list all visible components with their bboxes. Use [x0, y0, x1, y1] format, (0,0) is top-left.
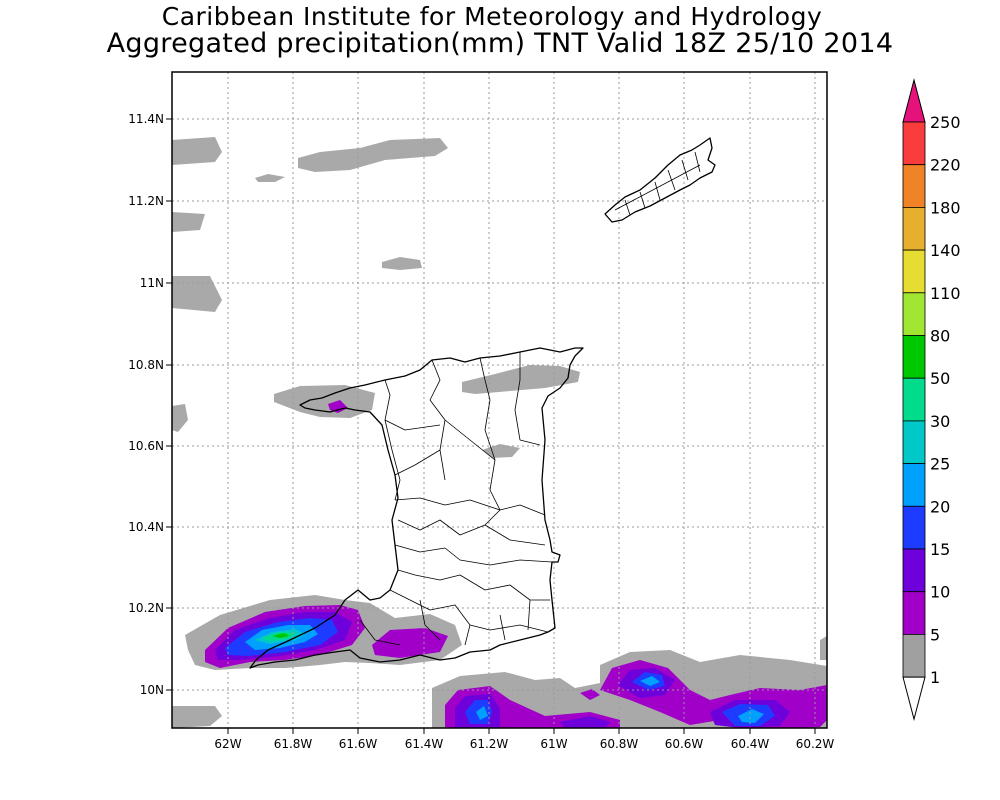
- map-frame: [171, 71, 828, 729]
- coastlines: [249, 137, 716, 669]
- lat-label: 10.2N: [128, 601, 164, 615]
- colorbar-label: 50: [930, 369, 950, 388]
- colorbar-swatch: [902, 121, 926, 166]
- title-institute: Caribbean Institute for Meteorology and …: [161, 2, 823, 31]
- precip-green-core: [272, 633, 290, 638]
- lon-label: 61W: [540, 737, 567, 751]
- map-panel: 11.4N 11.2N 11N 10.8N 10.6N 10.4N 10.2N 10N 62W…: [128, 71, 834, 751]
- colorbar-swatch: [902, 463, 926, 507]
- lat-label: 10.6N: [128, 439, 164, 453]
- colorbar-label: 180: [930, 198, 961, 217]
- precip-lightblue-south: [476, 706, 488, 720]
- precip-lightblue-se1: [640, 676, 660, 686]
- colorbar-label: 15: [930, 540, 950, 559]
- lat-label: 10.8N: [128, 358, 164, 372]
- trinidad-admin-boundaries: [359, 352, 553, 646]
- lon-label: 61.6W: [339, 737, 378, 751]
- precip-gray-nwpen: [274, 385, 375, 418]
- precip-gray-west: [172, 212, 205, 232]
- precip-purple-s1: [372, 628, 448, 658]
- colorbar-swatch: [902, 292, 926, 336]
- colorbar-swatch: [902, 634, 926, 678]
- latitude-labels: 11.4N 11.2N 11N 10.8N 10.6N 10.4N 10.2N 10N: [128, 112, 172, 697]
- precip-gray-nw: [172, 137, 222, 165]
- lon-label: 60.8W: [600, 737, 639, 751]
- precip-purple-nwdot: [328, 400, 348, 413]
- lon-label: 60.2W: [796, 737, 835, 751]
- colorbar-swatch: [902, 249, 926, 294]
- lon-label: 61.4W: [405, 737, 444, 751]
- colorbar-bottom-arrow: [902, 676, 926, 722]
- precip-gray-north: [298, 138, 448, 172]
- lon-label: 61.2W: [470, 737, 509, 751]
- precip-gray-west2: [172, 276, 222, 312]
- lat-label: 11.4N: [128, 112, 164, 126]
- precip-gray-ne: [462, 365, 580, 394]
- colorbar-label: 140: [930, 241, 961, 260]
- lat-label: 11N: [140, 276, 164, 290]
- lon-label: 61.8W: [274, 737, 313, 751]
- colorbar-label: 220: [930, 156, 961, 175]
- precip-gray-central: [482, 444, 520, 458]
- precip-gray-sw2: [172, 706, 222, 728]
- precip-purple-dot: [580, 689, 600, 700]
- colorbar-swatch: [902, 206, 926, 251]
- lat-label: 10N: [140, 683, 164, 697]
- precip-gray-west3: [172, 404, 188, 432]
- lat-label: 11.2N: [128, 194, 164, 208]
- colorbar-label: 80: [930, 327, 950, 346]
- colorbar-label: 30: [930, 412, 950, 431]
- colorbar-swatch: [902, 164, 926, 208]
- colorbar-label: 110: [930, 284, 961, 303]
- colorbar-label: 5: [930, 625, 940, 644]
- longitude-labels: 62W 61.8W 61.6W 61.4W 61.2W 61W 60.8W 60.6W 60.4…: [214, 728, 834, 751]
- lon-label: 62W: [214, 737, 241, 751]
- tobago-interior: [614, 151, 701, 216]
- colorbar-label: 1: [930, 668, 940, 687]
- precip-gray-east: [820, 636, 827, 660]
- precip-gray-mid: [382, 257, 422, 270]
- colorbar-swatch: [902, 377, 926, 422]
- colorbar-swatch: [902, 591, 926, 635]
- colorbar-label: 250: [930, 113, 961, 132]
- precip-lightblue-se2: [738, 709, 764, 723]
- precip-violet-s2: [560, 716, 610, 728]
- colorbar-swatch: [902, 548, 926, 593]
- lon-label: 60.4W: [731, 737, 770, 751]
- colorbar-swatch: [902, 420, 926, 464]
- colorbar-top-arrow: [902, 78, 926, 123]
- precip-gray-small: [255, 174, 285, 182]
- colorbar-legend: 250 220 180 140 110 80 50 30 25 20 15 10 5 1: [902, 78, 961, 722]
- lon-label: 60.6W: [665, 737, 704, 751]
- colorbar-swatch: [902, 505, 926, 550]
- precip-field: [172, 137, 827, 728]
- colorbar-label: 25: [930, 455, 950, 474]
- lat-label: 10.4N: [128, 520, 164, 534]
- colorbar-label: 20: [930, 497, 950, 516]
- colorbar-label: 10: [930, 583, 950, 602]
- title-product: Aggregated precipitation(mm) TNT Valid 1…: [106, 28, 894, 59]
- colorbar-swatch: [902, 335, 926, 379]
